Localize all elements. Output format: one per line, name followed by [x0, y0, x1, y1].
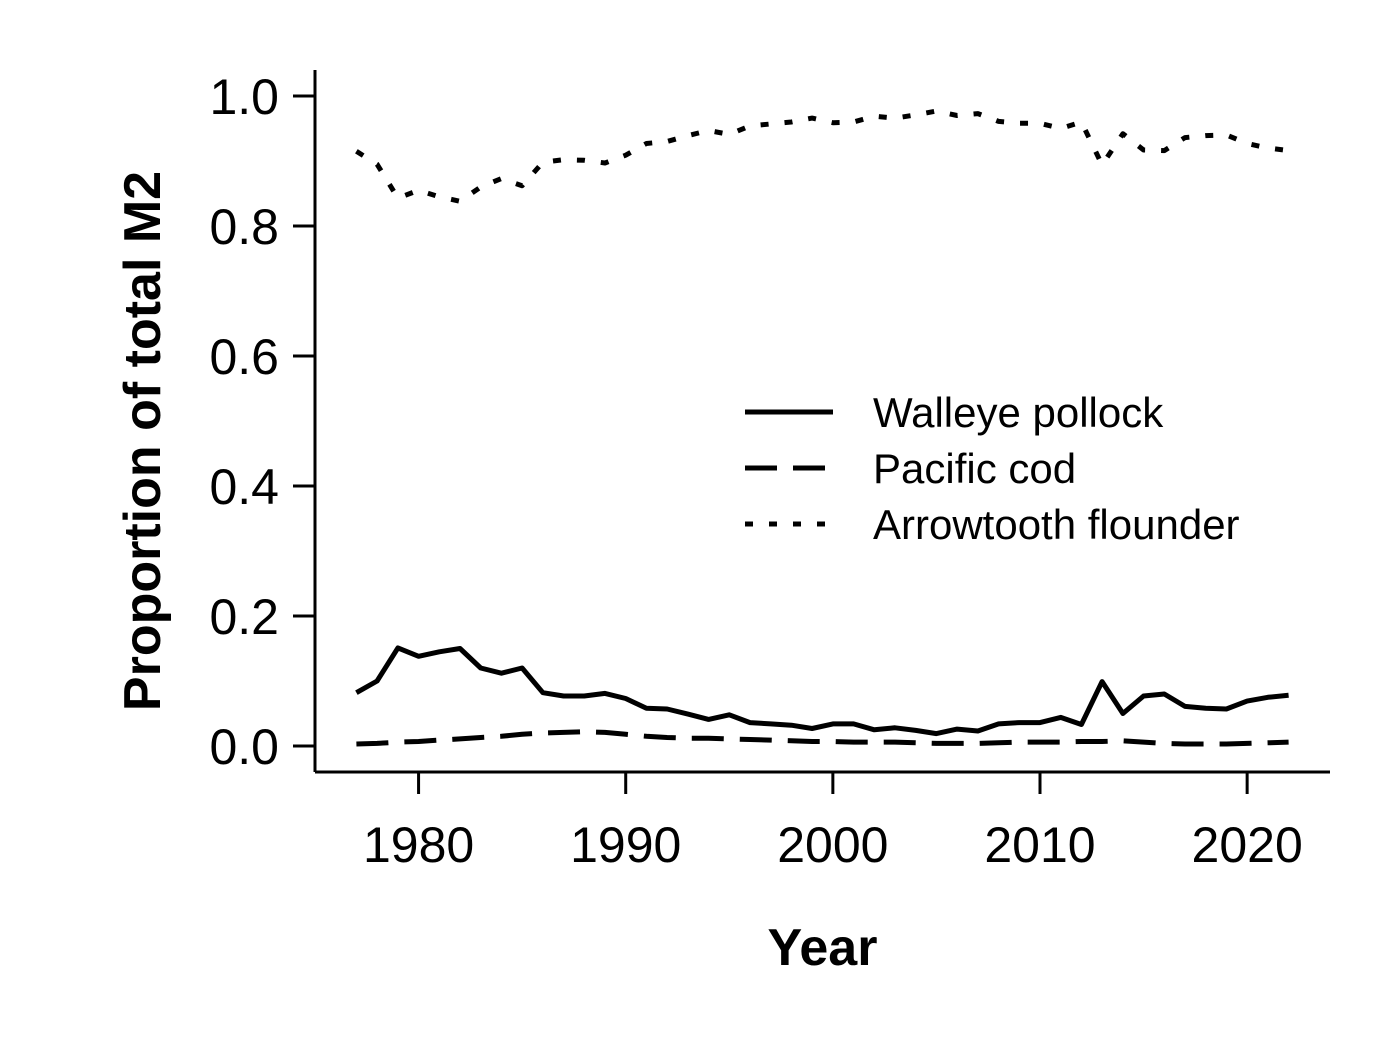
series-lines [355, 108, 1289, 747]
y-tick-label: 0.2 [209, 589, 279, 645]
series-line-arrowtooth-flounder [355, 108, 1289, 204]
legend-label: Pacific cod [873, 445, 1076, 492]
y-axis-title: Proportion of total M2 [114, 171, 172, 711]
y-tick-label: 0.8 [209, 199, 279, 255]
series-line-walleye-pollock [355, 645, 1289, 737]
x-axis-title: Year [768, 919, 878, 977]
x-tick-label: 2020 [1192, 817, 1303, 873]
axes: 0.0 0.2 0.4 0.6 0.8 1.0 1980 1990 2000 2010 2020 [209, 69, 1330, 873]
x-ticks: 1980 1990 2000 2010 2020 [363, 772, 1303, 873]
x-tick-label: 1980 [363, 817, 474, 873]
x-tick-label: 2010 [984, 817, 1095, 873]
legend-label: Arrowtooth flounder [873, 501, 1240, 548]
y-tick-label: 1.0 [209, 69, 279, 125]
series-line-pacific-cod [356, 729, 1289, 747]
y-tick-label: 0.0 [209, 719, 279, 775]
x-tick-label: 1990 [570, 817, 681, 873]
x-tick-label: 2000 [777, 817, 888, 873]
y-ticks: 0.0 0.2 0.4 0.6 0.8 1.0 [209, 69, 315, 775]
y-tick-label: 0.6 [209, 329, 279, 385]
legend: Walleye pollock Pacific cod Arrowtooth flo… [745, 389, 1240, 548]
y-tick-label: 0.4 [209, 459, 279, 515]
legend-label: Walleye pollock [873, 389, 1164, 436]
